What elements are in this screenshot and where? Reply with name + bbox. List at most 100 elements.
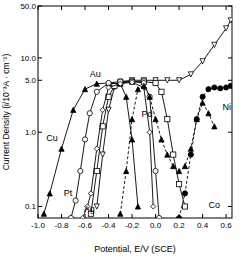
data-point xyxy=(153,117,158,122)
data-point xyxy=(182,191,187,196)
data-point xyxy=(182,204,187,209)
plot-area xyxy=(41,18,232,218)
y-tick-label: 50.0 xyxy=(20,2,36,11)
x-tick-label: 0.2 xyxy=(174,221,186,230)
data-point xyxy=(71,107,76,112)
x-tick xyxy=(179,6,180,10)
series-label: Ag xyxy=(84,204,95,214)
y-tick xyxy=(38,80,42,81)
x-tick-label: 0.4 xyxy=(197,221,209,230)
data-point xyxy=(106,85,111,90)
data-point xyxy=(176,182,181,187)
series-label: Ni xyxy=(223,102,232,112)
data-point xyxy=(94,89,99,94)
data-point xyxy=(59,146,64,151)
data-point xyxy=(194,117,199,122)
series-line xyxy=(71,82,159,218)
x-tick xyxy=(132,6,133,10)
data-point xyxy=(68,215,73,218)
data-point xyxy=(188,152,193,157)
x-tick xyxy=(155,6,156,10)
data-point xyxy=(182,163,187,168)
data-point xyxy=(118,211,123,216)
x-tick-label: -0.2 xyxy=(125,221,139,230)
y-tick xyxy=(38,206,42,207)
data-point xyxy=(47,191,52,196)
data-point xyxy=(100,107,105,112)
y-tick xyxy=(228,206,232,207)
x-tick-label: -0.8 xyxy=(55,221,69,230)
data-point xyxy=(171,163,176,168)
series-line xyxy=(179,86,231,218)
data-point xyxy=(94,168,99,173)
data-point xyxy=(141,83,146,88)
x-tick-label: -0.6 xyxy=(78,221,92,230)
data-point xyxy=(188,72,193,77)
data-point xyxy=(94,81,99,86)
series-label: Pd xyxy=(141,109,152,119)
data-point xyxy=(94,146,99,151)
x-tick xyxy=(108,6,109,10)
data-point xyxy=(88,191,93,196)
x-tick xyxy=(38,6,39,10)
data-point xyxy=(124,168,129,173)
data-point xyxy=(224,26,229,31)
x-tick-label: -0.4 xyxy=(102,221,116,230)
x-tick xyxy=(61,214,62,218)
data-point xyxy=(135,87,140,92)
y-tick-label: 5.0 xyxy=(25,76,37,85)
x-tick xyxy=(202,6,203,10)
data-point xyxy=(151,204,156,209)
y-tick xyxy=(38,57,42,58)
data-point xyxy=(206,87,211,92)
chart: -1.0-0.8-0.6-0.4-0.20.00.20.40.60.11.05.… xyxy=(0,0,242,259)
data-point xyxy=(176,215,181,218)
x-tick xyxy=(202,214,203,218)
data-point xyxy=(200,59,205,64)
data-point xyxy=(78,168,83,173)
series-label: Au xyxy=(90,69,101,79)
data-point xyxy=(188,146,193,151)
x-tick xyxy=(38,214,39,218)
x-tick-label: 0.0 xyxy=(150,221,162,230)
data-point xyxy=(228,18,232,23)
data-point xyxy=(100,152,105,157)
x-tick xyxy=(226,214,227,218)
y-tick-label: 1.0 xyxy=(25,128,37,137)
data-point xyxy=(135,204,140,209)
x-tick xyxy=(108,214,109,218)
y-tick xyxy=(38,132,42,133)
data-point xyxy=(82,137,87,142)
data-point xyxy=(153,80,158,85)
x-tick xyxy=(226,6,227,10)
data-point xyxy=(147,130,152,135)
data-point xyxy=(157,215,162,218)
data-point xyxy=(165,78,170,83)
y-tick xyxy=(228,80,232,81)
series-label: Co xyxy=(208,200,220,210)
series-line xyxy=(44,83,138,214)
y-axis-label: Current Density (i/10⁻³A · cm⁻²) xyxy=(1,54,11,171)
data-point xyxy=(218,86,223,91)
x-axis-label: Potential, E/V (SCE) xyxy=(94,244,176,254)
x-tick xyxy=(155,214,156,218)
series-line xyxy=(120,86,214,214)
x-tick xyxy=(61,6,62,10)
data-point xyxy=(194,117,199,122)
data-point xyxy=(171,152,176,157)
data-point xyxy=(200,94,205,99)
data-point xyxy=(212,85,217,90)
data-point xyxy=(176,78,181,83)
data-point xyxy=(73,198,78,203)
x-tick xyxy=(132,214,133,218)
data-point xyxy=(129,80,134,85)
data-point xyxy=(212,124,217,129)
series-line xyxy=(83,82,154,218)
series-label: Pt xyxy=(64,188,73,198)
data-point xyxy=(165,117,170,122)
data-point xyxy=(206,111,211,116)
x-tick-label: -1.0 xyxy=(31,221,45,230)
plot-frame xyxy=(38,6,232,218)
series-line xyxy=(97,20,231,206)
data-point xyxy=(228,83,232,88)
